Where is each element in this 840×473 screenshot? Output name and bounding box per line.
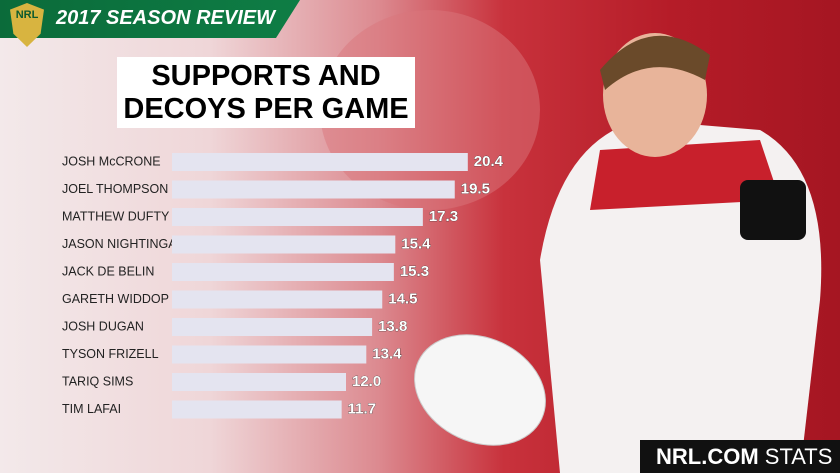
category-label: JASON NIGHTINGALE xyxy=(62,237,192,251)
footer-suffix: STATS xyxy=(764,444,833,469)
sponsor-patch xyxy=(740,180,806,240)
category-label: TIM LAFAI xyxy=(62,402,121,416)
header-text: 2017 SEASON REVIEW xyxy=(56,7,275,29)
value-label: 19.5 xyxy=(461,180,490,197)
category-label: TARIQ SIMS xyxy=(62,374,133,388)
bar xyxy=(172,318,373,336)
value-label: 17.3 xyxy=(429,208,458,225)
category-label: JOSH McCRONE xyxy=(62,154,161,168)
footer-brand: NRL.COM xyxy=(656,444,759,469)
category-label: MATTHEW DUFTY xyxy=(62,209,170,223)
bar xyxy=(172,263,394,281)
chart-title: SUPPORTS AND DECOYS PER GAME xyxy=(117,57,415,128)
bar xyxy=(172,180,455,199)
header-banner: 2017 SEASON REVIEW xyxy=(0,0,300,38)
value-label: 20.4 xyxy=(474,153,504,170)
category-label: JACK DE BELIN xyxy=(62,264,154,278)
jersey-stripe xyxy=(590,140,780,210)
value-label: 13.4 xyxy=(372,345,402,362)
value-label: 15.4 xyxy=(401,235,431,252)
value-label: 11.7 xyxy=(348,400,376,417)
football xyxy=(414,334,546,446)
value-label: 13.8 xyxy=(378,318,407,335)
bar xyxy=(172,153,468,171)
bar xyxy=(172,345,367,364)
category-label: JOEL THOMPSON xyxy=(62,182,168,196)
player-hair xyxy=(600,35,710,90)
bar xyxy=(172,373,346,391)
bar xyxy=(172,235,396,254)
category-label: JOSH DUGAN xyxy=(62,319,144,333)
value-label: 12.0 xyxy=(352,373,381,390)
value-label: 15.3 xyxy=(400,263,429,280)
category-label: GARETH WIDDOP xyxy=(62,292,169,306)
bar xyxy=(172,400,342,419)
category-label: TYSON FRIZELL xyxy=(62,347,159,361)
bar xyxy=(172,290,383,309)
bar xyxy=(172,208,423,226)
footer: NRL.COM STATS xyxy=(640,440,840,473)
value-label: 14.5 xyxy=(388,290,417,307)
